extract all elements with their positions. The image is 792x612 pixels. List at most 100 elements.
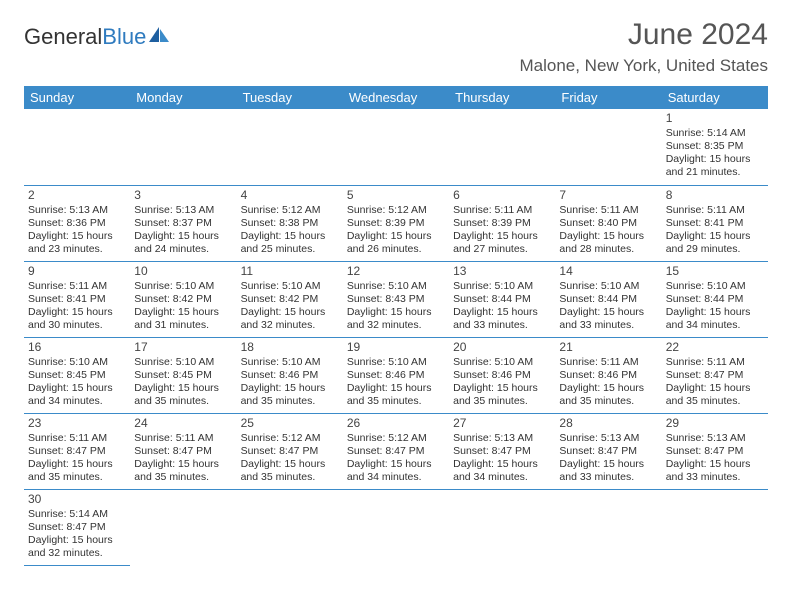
- sunrise-line: Sunrise: 5:10 AM: [241, 356, 339, 369]
- month-title: June 2024: [519, 18, 768, 52]
- sunrise-line: Sunrise: 5:13 AM: [666, 432, 764, 445]
- sunrise-line: Sunrise: 5:10 AM: [453, 280, 551, 293]
- sunrise-line: Sunrise: 5:13 AM: [28, 204, 126, 217]
- sunrise-line: Sunrise: 5:10 AM: [559, 280, 657, 293]
- weekday-header: Wednesday: [343, 86, 449, 109]
- calendar-head: SundayMondayTuesdayWednesdayThursdayFrid…: [24, 86, 768, 109]
- daylight-line: Daylight: 15 hours and 34 minutes.: [28, 382, 126, 408]
- calendar-empty-cell: [237, 109, 343, 185]
- sunset-line: Sunset: 8:42 PM: [241, 293, 339, 306]
- day-number: 24: [134, 416, 232, 431]
- calendar-row: 2Sunrise: 5:13 AMSunset: 8:36 PMDaylight…: [24, 185, 768, 261]
- day-number: 3: [134, 188, 232, 203]
- sunrise-line: Sunrise: 5:12 AM: [347, 432, 445, 445]
- calendar-day: 5Sunrise: 5:12 AMSunset: 8:39 PMDaylight…: [343, 185, 449, 261]
- sunset-line: Sunset: 8:38 PM: [241, 217, 339, 230]
- day-number: 1: [666, 111, 764, 126]
- day-number: 7: [559, 188, 657, 203]
- title-block: June 2024 Malone, New York, United State…: [519, 18, 768, 76]
- sunset-line: Sunset: 8:39 PM: [347, 217, 445, 230]
- sunset-line: Sunset: 8:37 PM: [134, 217, 232, 230]
- calendar-day: 28Sunrise: 5:13 AMSunset: 8:47 PMDayligh…: [555, 413, 661, 489]
- sunset-line: Sunset: 8:47 PM: [559, 445, 657, 458]
- day-number: 21: [559, 340, 657, 355]
- sunset-line: Sunset: 8:47 PM: [666, 445, 764, 458]
- calendar-table: SundayMondayTuesdayWednesdayThursdayFrid…: [24, 86, 768, 566]
- sunset-line: Sunset: 8:41 PM: [28, 293, 126, 306]
- sunrise-line: Sunrise: 5:10 AM: [347, 280, 445, 293]
- calendar-day: 8Sunrise: 5:11 AMSunset: 8:41 PMDaylight…: [662, 185, 768, 261]
- daylight-line: Daylight: 15 hours and 34 minutes.: [666, 306, 764, 332]
- daylight-line: Daylight: 15 hours and 28 minutes.: [559, 230, 657, 256]
- header: GeneralBlue June 2024 Malone, New York, …: [24, 18, 768, 76]
- calendar-body: 1Sunrise: 5:14 AMSunset: 8:35 PMDaylight…: [24, 109, 768, 565]
- day-number: 28: [559, 416, 657, 431]
- daylight-line: Daylight: 15 hours and 35 minutes.: [241, 382, 339, 408]
- weekday-header: Monday: [130, 86, 236, 109]
- calendar-day: 7Sunrise: 5:11 AMSunset: 8:40 PMDaylight…: [555, 185, 661, 261]
- daylight-line: Daylight: 15 hours and 29 minutes.: [666, 230, 764, 256]
- sunrise-line: Sunrise: 5:12 AM: [347, 204, 445, 217]
- calendar-day: 15Sunrise: 5:10 AMSunset: 8:44 PMDayligh…: [662, 261, 768, 337]
- daylight-line: Daylight: 15 hours and 32 minutes.: [241, 306, 339, 332]
- daylight-line: Daylight: 15 hours and 35 minutes.: [134, 382, 232, 408]
- sunrise-line: Sunrise: 5:14 AM: [28, 508, 126, 521]
- daylight-line: Daylight: 15 hours and 35 minutes.: [347, 382, 445, 408]
- sunrise-line: Sunrise: 5:13 AM: [453, 432, 551, 445]
- sunrise-line: Sunrise: 5:10 AM: [134, 356, 232, 369]
- logo-text-blue: Blue: [102, 24, 146, 50]
- sunrise-line: Sunrise: 5:12 AM: [241, 204, 339, 217]
- calendar-day: 1Sunrise: 5:14 AMSunset: 8:35 PMDaylight…: [662, 109, 768, 185]
- calendar-empty-cell: [343, 489, 449, 565]
- day-number: 17: [134, 340, 232, 355]
- daylight-line: Daylight: 15 hours and 33 minutes.: [559, 458, 657, 484]
- weekday-header: Thursday: [449, 86, 555, 109]
- sunset-line: Sunset: 8:47 PM: [28, 445, 126, 458]
- calendar-day: 19Sunrise: 5:10 AMSunset: 8:46 PMDayligh…: [343, 337, 449, 413]
- sunset-line: Sunset: 8:45 PM: [134, 369, 232, 382]
- logo-text-general: General: [24, 24, 102, 50]
- day-number: 15: [666, 264, 764, 279]
- day-number: 20: [453, 340, 551, 355]
- sunset-line: Sunset: 8:47 PM: [347, 445, 445, 458]
- sunset-line: Sunset: 8:43 PM: [347, 293, 445, 306]
- daylight-line: Daylight: 15 hours and 32 minutes.: [28, 534, 126, 560]
- sunset-line: Sunset: 8:39 PM: [453, 217, 551, 230]
- sunrise-line: Sunrise: 5:10 AM: [347, 356, 445, 369]
- daylight-line: Daylight: 15 hours and 31 minutes.: [134, 306, 232, 332]
- day-number: 5: [347, 188, 445, 203]
- sunset-line: Sunset: 8:47 PM: [134, 445, 232, 458]
- day-number: 12: [347, 264, 445, 279]
- calendar-row: 16Sunrise: 5:10 AMSunset: 8:45 PMDayligh…: [24, 337, 768, 413]
- daylight-line: Daylight: 15 hours and 33 minutes.: [666, 458, 764, 484]
- sunset-line: Sunset: 8:47 PM: [453, 445, 551, 458]
- calendar-empty-cell: [449, 109, 555, 185]
- calendar-day: 25Sunrise: 5:12 AMSunset: 8:47 PMDayligh…: [237, 413, 343, 489]
- sunrise-line: Sunrise: 5:11 AM: [559, 204, 657, 217]
- sunrise-line: Sunrise: 5:13 AM: [559, 432, 657, 445]
- day-number: 2: [28, 188, 126, 203]
- daylight-line: Daylight: 15 hours and 35 minutes.: [666, 382, 764, 408]
- daylight-line: Daylight: 15 hours and 33 minutes.: [453, 306, 551, 332]
- calendar-day: 14Sunrise: 5:10 AMSunset: 8:44 PMDayligh…: [555, 261, 661, 337]
- calendar-day: 3Sunrise: 5:13 AMSunset: 8:37 PMDaylight…: [130, 185, 236, 261]
- calendar-day: 21Sunrise: 5:11 AMSunset: 8:46 PMDayligh…: [555, 337, 661, 413]
- daylight-line: Daylight: 15 hours and 35 minutes.: [28, 458, 126, 484]
- calendar-day: 24Sunrise: 5:11 AMSunset: 8:47 PMDayligh…: [130, 413, 236, 489]
- daylight-line: Daylight: 15 hours and 35 minutes.: [241, 458, 339, 484]
- day-number: 26: [347, 416, 445, 431]
- sunrise-line: Sunrise: 5:11 AM: [666, 356, 764, 369]
- calendar-day: 4Sunrise: 5:12 AMSunset: 8:38 PMDaylight…: [237, 185, 343, 261]
- daylight-line: Daylight: 15 hours and 34 minutes.: [347, 458, 445, 484]
- sunrise-line: Sunrise: 5:10 AM: [28, 356, 126, 369]
- weekday-header: Saturday: [662, 86, 768, 109]
- calendar-day: 2Sunrise: 5:13 AMSunset: 8:36 PMDaylight…: [24, 185, 130, 261]
- daylight-line: Daylight: 15 hours and 32 minutes.: [347, 306, 445, 332]
- weekday-header: Friday: [555, 86, 661, 109]
- calendar-empty-cell: [130, 109, 236, 185]
- calendar-day: 27Sunrise: 5:13 AMSunset: 8:47 PMDayligh…: [449, 413, 555, 489]
- day-number: 29: [666, 416, 764, 431]
- daylight-line: Daylight: 15 hours and 34 minutes.: [453, 458, 551, 484]
- day-number: 14: [559, 264, 657, 279]
- calendar-day: 17Sunrise: 5:10 AMSunset: 8:45 PMDayligh…: [130, 337, 236, 413]
